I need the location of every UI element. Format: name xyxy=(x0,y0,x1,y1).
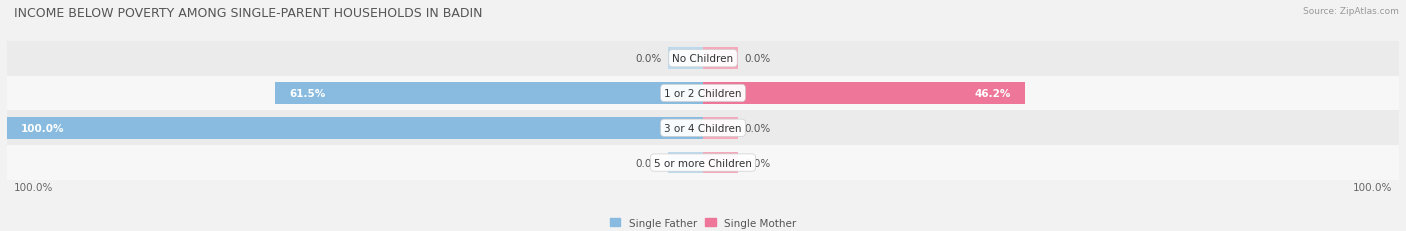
Bar xyxy=(7,42,1399,76)
Bar xyxy=(7,146,1399,180)
Bar xyxy=(703,83,1025,104)
Text: INCOME BELOW POVERTY AMONG SINGLE-PARENT HOUSEHOLDS IN BADIN: INCOME BELOW POVERTY AMONG SINGLE-PARENT… xyxy=(14,7,482,20)
Text: Source: ZipAtlas.com: Source: ZipAtlas.com xyxy=(1303,7,1399,16)
Text: 61.5%: 61.5% xyxy=(288,88,325,99)
Bar xyxy=(7,118,703,139)
Bar xyxy=(7,76,1399,111)
Text: 1 or 2 Children: 1 or 2 Children xyxy=(664,88,742,99)
Text: No Children: No Children xyxy=(672,54,734,64)
Text: 100.0%: 100.0% xyxy=(14,182,53,192)
Text: 100.0%: 100.0% xyxy=(1353,182,1392,192)
Text: 5 or more Children: 5 or more Children xyxy=(654,158,752,168)
Text: 0.0%: 0.0% xyxy=(745,158,770,168)
Bar xyxy=(276,83,703,104)
Text: 46.2%: 46.2% xyxy=(974,88,1011,99)
Text: 0.0%: 0.0% xyxy=(636,158,661,168)
Bar xyxy=(7,111,1399,146)
Bar xyxy=(668,48,703,70)
Text: 0.0%: 0.0% xyxy=(636,54,661,64)
Bar xyxy=(703,48,738,70)
Legend: Single Father, Single Mother: Single Father, Single Mother xyxy=(610,218,796,228)
Text: 0.0%: 0.0% xyxy=(745,123,770,133)
Bar xyxy=(668,152,703,174)
Bar xyxy=(703,118,738,139)
Bar xyxy=(703,152,738,174)
Text: 3 or 4 Children: 3 or 4 Children xyxy=(664,123,742,133)
Text: 0.0%: 0.0% xyxy=(745,54,770,64)
Text: 100.0%: 100.0% xyxy=(21,123,65,133)
